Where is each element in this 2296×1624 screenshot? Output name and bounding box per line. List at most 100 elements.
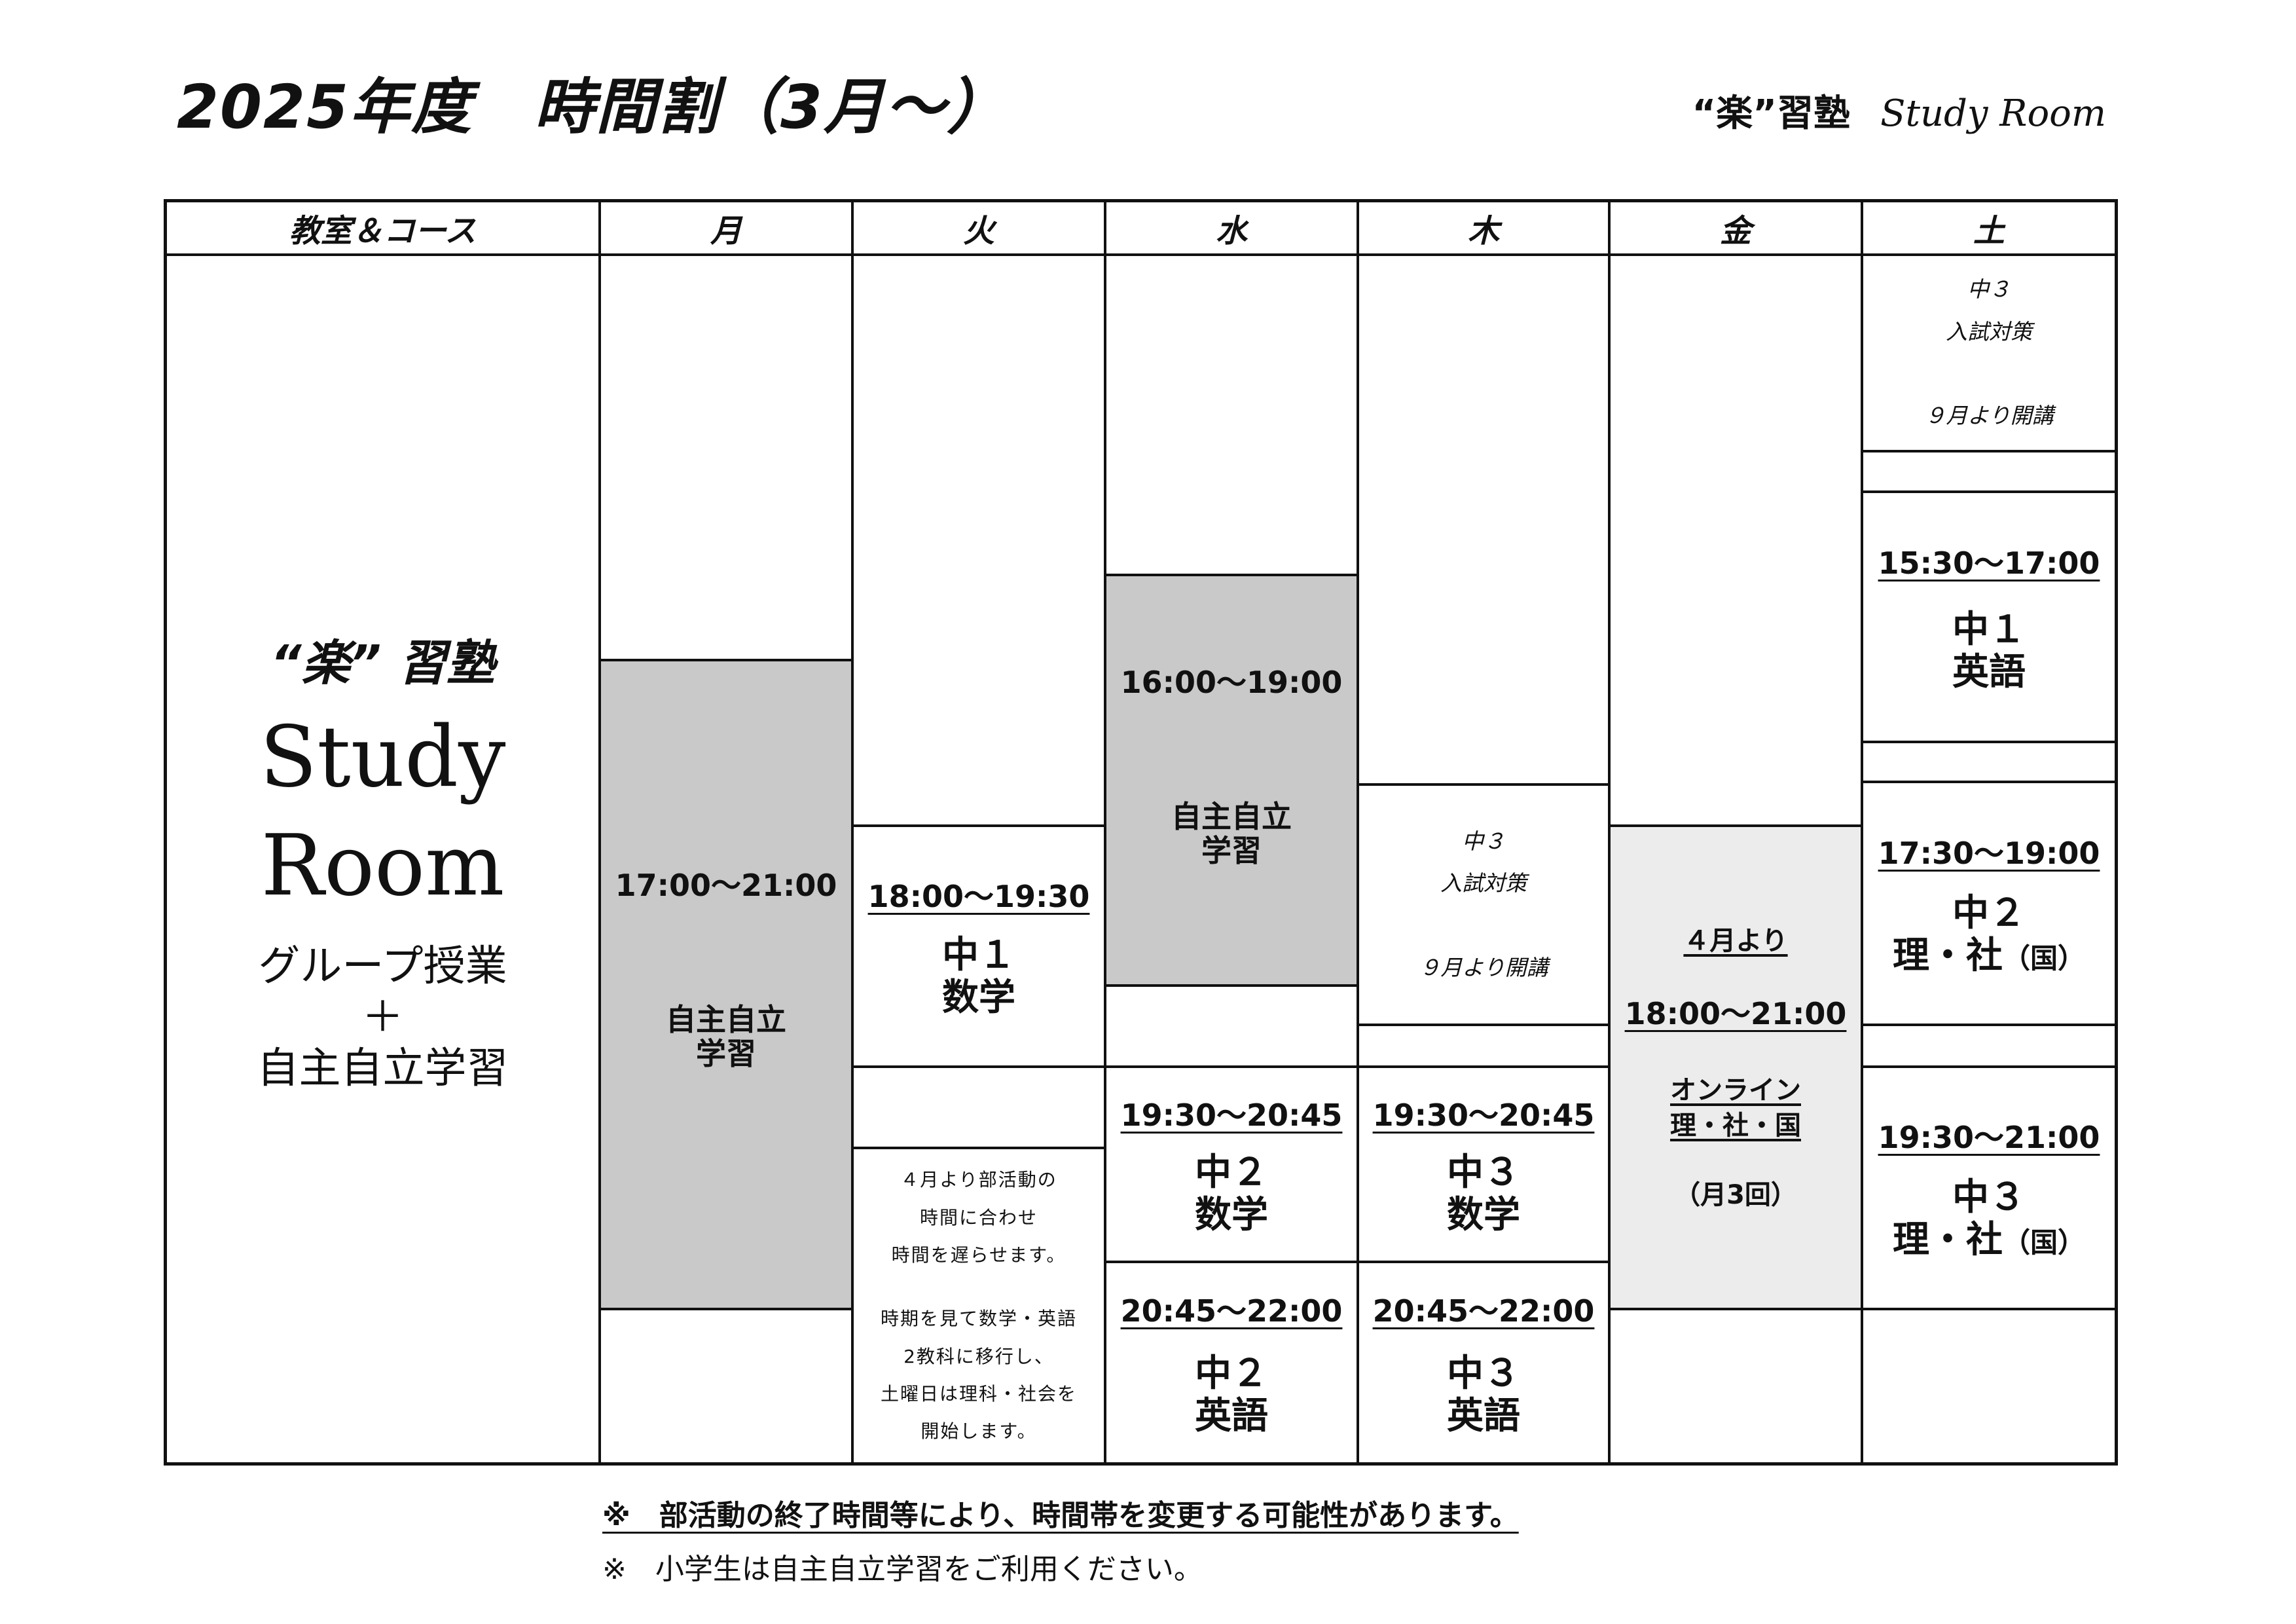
tue-memo: ４月より部活動の 時間に合わせ 時間を遅らせます。 時期を見て数学・英語 2教科… bbox=[854, 1149, 1104, 1462]
class-subject-extra: （国） bbox=[2002, 1227, 2085, 1259]
sat-class-3: 19:30～21:00 中３ 理・社（国） bbox=[1863, 1068, 2115, 1308]
class-time: 19:30～20:45 bbox=[1120, 1098, 1343, 1134]
label-line: 自主自立 bbox=[1171, 799, 1292, 835]
brand-header: “楽”習塾 Study Room bbox=[1692, 96, 2106, 132]
row-divider bbox=[1861, 1024, 2115, 1026]
study-room-line1: Study bbox=[259, 708, 506, 806]
class-subject: 数学 bbox=[1195, 1194, 1268, 1236]
class-subject: 英語 bbox=[1447, 1395, 1520, 1437]
page-title: 2025年度 時間割（3月～） bbox=[177, 72, 1009, 142]
class-subject-extra: （国） bbox=[2002, 942, 2085, 974]
wed-class-2: 20:45～22:00 中２ 英語 bbox=[1106, 1263, 1357, 1462]
class-time: 20:45～22:00 bbox=[1120, 1293, 1343, 1329]
class-grade: 中３ bbox=[1952, 1176, 2026, 1219]
class-grade: 中３ bbox=[1447, 1151, 1520, 1194]
row-divider bbox=[1104, 1065, 1359, 1068]
row-divider bbox=[1357, 783, 1611, 786]
row-divider bbox=[1357, 1065, 1611, 1068]
memo-line: 開始します。 bbox=[920, 1420, 1037, 1443]
column-header-wed: 水 bbox=[1215, 213, 1247, 249]
wed-class-1: 19:30～20:45 中２ 数学 bbox=[1106, 1068, 1357, 1261]
row-divider bbox=[598, 659, 854, 661]
row-divider bbox=[1861, 741, 2115, 743]
row-divider bbox=[1608, 1308, 1863, 1310]
column-divider bbox=[1608, 202, 1611, 1462]
row-divider bbox=[1104, 1261, 1359, 1263]
column-header-mon: 月 bbox=[710, 213, 742, 249]
tue-class-1: 18:00～19:30 中１ 数学 bbox=[854, 827, 1104, 1065]
row-divider bbox=[1861, 1308, 2115, 1310]
column-header-fri: 金 bbox=[1719, 213, 1751, 249]
course-selfstudy: 自主自立学習 bbox=[257, 1044, 509, 1093]
column-divider bbox=[851, 202, 854, 1462]
row-divider bbox=[1861, 490, 2115, 493]
header-divider bbox=[167, 253, 2115, 256]
column-header-sat: 土 bbox=[1973, 213, 2005, 249]
wed-selfstudy-block bbox=[1106, 576, 1357, 986]
brand-name-en: Study Room bbox=[1880, 92, 2106, 135]
fri-start-note: ４月より bbox=[1683, 926, 1788, 956]
fri-online-class: ４月より 18:00～21:00 オンライン 理・社・国 （月3回） bbox=[1611, 827, 1861, 1308]
class-grade: 中２ bbox=[1195, 1352, 1268, 1395]
class-time: 18:00～21:00 bbox=[1624, 996, 1847, 1031]
memo-line: 時期を見て数学・英語 bbox=[880, 1308, 1077, 1330]
sat-class-1: 15:30～17:00 中１ 英語 bbox=[1863, 493, 2115, 741]
row-divider bbox=[1861, 1065, 2115, 1068]
class-grade: 中１ bbox=[942, 934, 1015, 977]
note-line: 入試対策 bbox=[1946, 318, 2032, 344]
study-room-line2: Room bbox=[261, 817, 505, 915]
row-divider bbox=[851, 1147, 1106, 1149]
column-header-thu: 木 bbox=[1467, 213, 1499, 249]
note-line: 中３ bbox=[1967, 276, 2011, 303]
sat-class-2: 17:30～19:00 中２ 理・社（国） bbox=[1863, 783, 2115, 1024]
class-subject: 理・社 bbox=[1892, 1219, 2003, 1261]
footer-note-schedule-change: ※ 部活動の終了時間等により、時間帯を変更する可能性があります。 bbox=[602, 1499, 1519, 1532]
column-divider bbox=[1357, 202, 1359, 1462]
course-type: グループ授業 bbox=[258, 942, 507, 991]
row-divider bbox=[1861, 450, 2115, 452]
row-divider bbox=[1357, 1024, 1611, 1026]
row-divider bbox=[851, 824, 1106, 827]
class-time: 19:30～21:00 bbox=[1878, 1120, 2100, 1156]
column-divider bbox=[1104, 202, 1106, 1462]
class-grade: 中１ bbox=[1952, 608, 2026, 652]
column-divider bbox=[1861, 202, 1863, 1462]
thu-exam-prep: 中３ 入試対策 ９月より開講 bbox=[1359, 786, 1608, 1024]
wed-selfstudy-time: 16:00～19:00 bbox=[1120, 665, 1343, 700]
label-line: 学習 bbox=[696, 1036, 756, 1071]
timetable-grid: 教室＆コース 月 火 水 木 金 土 “楽” 習塾 Study Room グルー… bbox=[164, 199, 2118, 1466]
class-time: 19:30～20:45 bbox=[1372, 1098, 1595, 1134]
class-subject: 数学 bbox=[942, 976, 1015, 1019]
row-divider bbox=[851, 1065, 1106, 1068]
class-subject: 数学 bbox=[1447, 1194, 1520, 1236]
note-line: ９月より開講 bbox=[1924, 403, 2054, 429]
wed-selfstudy-label: 自主自立 学習 bbox=[1106, 792, 1357, 877]
row-divider bbox=[598, 1308, 854, 1310]
class-grade: 中２ bbox=[1952, 891, 2026, 934]
brand-name-jp: “楽”習塾 bbox=[1692, 92, 1851, 135]
memo-line: ４月より部活動の bbox=[900, 1169, 1057, 1191]
thu-class-1: 19:30～20:45 中３ 数学 bbox=[1359, 1068, 1608, 1261]
class-time: 20:45～22:00 bbox=[1372, 1293, 1595, 1329]
row-divider bbox=[1104, 574, 1359, 576]
note-line: 中３ bbox=[1462, 828, 1505, 854]
class-subject: 英語 bbox=[1195, 1395, 1268, 1437]
class-time: 15:30～17:00 bbox=[1878, 545, 2100, 581]
class-time: 18:00～19:30 bbox=[867, 879, 1090, 915]
mon-time: 17:00～21:00 bbox=[615, 868, 837, 903]
course-plus: ＋ bbox=[361, 993, 404, 1042]
online-subjects: 理・社・国 bbox=[1670, 1111, 1801, 1141]
row-divider bbox=[1608, 824, 1863, 827]
course-description: “楽” 習塾 Study Room グループ授業 ＋ 自主自立学習 bbox=[167, 256, 598, 1462]
class-grade: 中３ bbox=[1447, 1352, 1520, 1395]
class-subject-line: 理・社（国） bbox=[1892, 934, 2085, 978]
fri-online-block bbox=[1611, 826, 1861, 1309]
note-line: ９月より開講 bbox=[1419, 954, 1548, 980]
mon-selfstudy-block bbox=[601, 661, 851, 1309]
memo-line: 時間に合わせ bbox=[919, 1206, 1038, 1228]
session-count: （月3回） bbox=[1674, 1180, 1797, 1210]
juku-name: “楽” 習塾 bbox=[270, 635, 496, 692]
row-divider bbox=[1357, 1261, 1611, 1263]
memo-line: 2教科に移行し、 bbox=[903, 1345, 1054, 1367]
class-subject: 理・社 bbox=[1892, 934, 2003, 977]
